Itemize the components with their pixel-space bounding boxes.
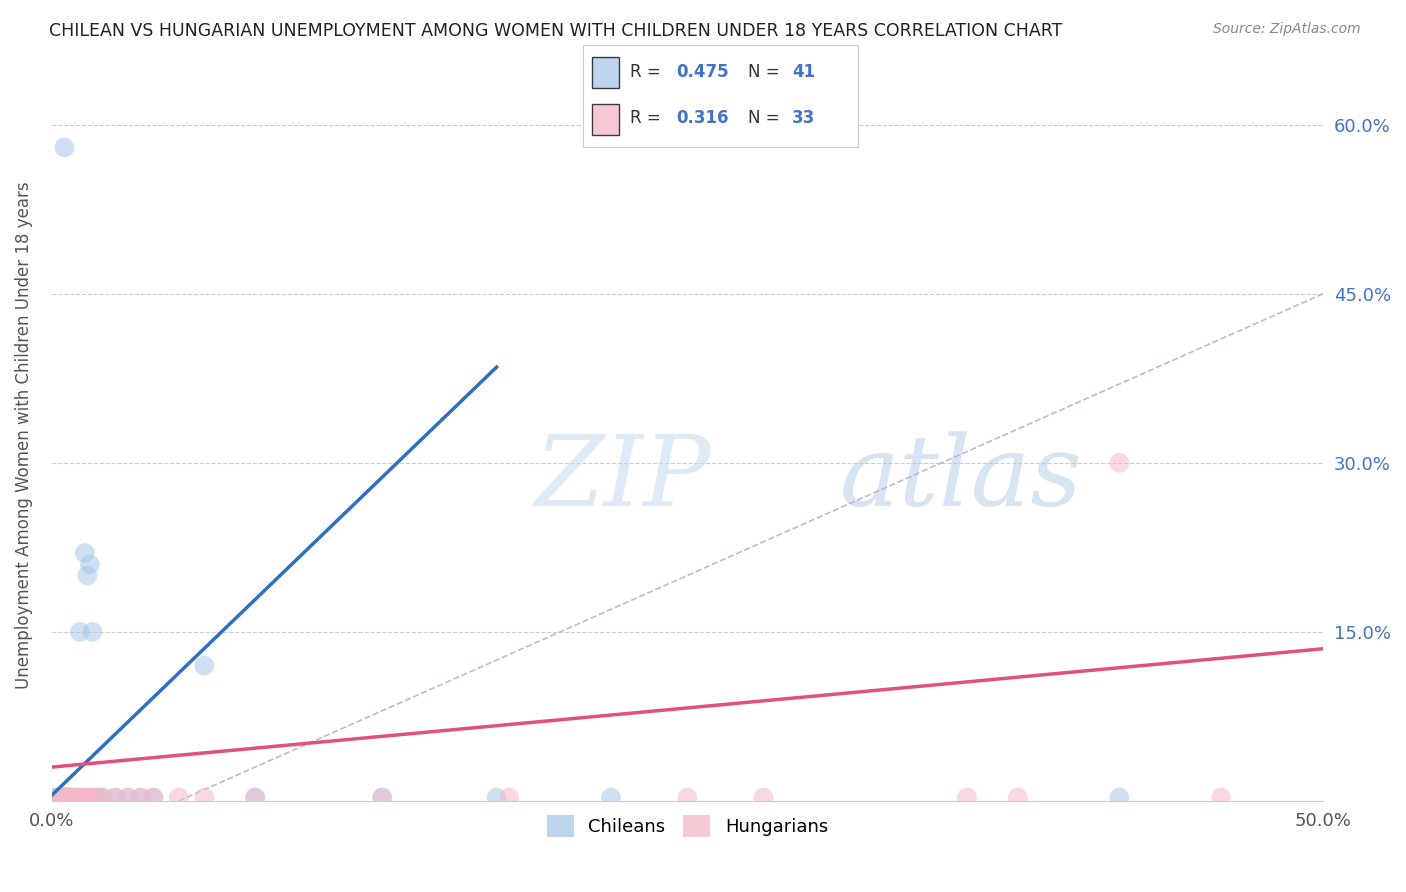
- Point: [48, 790, 70, 805]
- Y-axis label: Unemployment Among Women with Children Under 18 years: Unemployment Among Women with Children U…: [15, 181, 32, 689]
- Text: ZIP: ZIP: [534, 431, 711, 526]
- Point: [498, 790, 520, 805]
- Point: [86, 790, 108, 805]
- Point: [371, 790, 394, 805]
- Point: [142, 790, 165, 805]
- Point: [91, 790, 114, 805]
- Point: [58, 790, 80, 805]
- Point: [129, 790, 152, 805]
- Text: R =: R =: [630, 62, 666, 81]
- Point: [1007, 790, 1029, 805]
- Point: [63, 790, 86, 805]
- Point: [82, 790, 104, 805]
- Point: [167, 790, 190, 805]
- Point: [56, 790, 79, 805]
- Point: [73, 546, 96, 560]
- Text: N =: N =: [748, 62, 785, 81]
- Point: [193, 658, 215, 673]
- Point: [84, 790, 107, 805]
- Point: [45, 790, 67, 805]
- Point: [1108, 456, 1130, 470]
- Point: [91, 790, 114, 805]
- Point: [45, 790, 67, 805]
- Point: [51, 790, 73, 805]
- Text: 33: 33: [792, 109, 815, 127]
- Point: [66, 790, 89, 805]
- Point: [51, 790, 73, 805]
- Point: [58, 790, 80, 805]
- Point: [117, 790, 139, 805]
- Point: [60, 790, 83, 805]
- Point: [73, 790, 96, 805]
- Point: [53, 790, 76, 805]
- Point: [60, 790, 83, 805]
- Point: [84, 790, 107, 805]
- Point: [76, 790, 98, 805]
- Point: [58, 790, 80, 805]
- Point: [129, 790, 152, 805]
- FancyBboxPatch shape: [592, 104, 619, 135]
- Point: [56, 790, 79, 805]
- Text: 0.475: 0.475: [676, 62, 730, 81]
- Point: [53, 790, 76, 805]
- Text: 41: 41: [792, 62, 815, 81]
- Point: [104, 790, 127, 805]
- Point: [956, 790, 979, 805]
- Text: 0.316: 0.316: [676, 109, 730, 127]
- Point: [69, 790, 91, 805]
- Point: [51, 790, 73, 805]
- Point: [72, 790, 94, 805]
- Point: [82, 624, 104, 639]
- Text: atlas: atlas: [839, 431, 1083, 526]
- Point: [60, 790, 83, 805]
- Point: [600, 790, 623, 805]
- Text: N =: N =: [748, 109, 785, 127]
- Point: [117, 790, 139, 805]
- Point: [48, 790, 70, 805]
- Point: [76, 568, 98, 582]
- Point: [79, 558, 101, 572]
- Point: [752, 790, 775, 805]
- Point: [79, 790, 101, 805]
- Point: [53, 790, 76, 805]
- Point: [104, 790, 127, 805]
- Point: [243, 790, 266, 805]
- Point: [66, 790, 89, 805]
- Point: [56, 790, 79, 805]
- Point: [69, 624, 91, 639]
- Point: [676, 790, 699, 805]
- Text: CHILEAN VS HUNGARIAN UNEMPLOYMENT AMONG WOMEN WITH CHILDREN UNDER 18 YEARS CORRE: CHILEAN VS HUNGARIAN UNEMPLOYMENT AMONG …: [49, 22, 1063, 40]
- Point: [243, 790, 266, 805]
- Text: R =: R =: [630, 109, 666, 127]
- Point: [485, 790, 508, 805]
- Text: Source: ZipAtlas.com: Source: ZipAtlas.com: [1213, 22, 1361, 37]
- Point: [44, 790, 66, 805]
- Legend: Chileans, Hungarians: Chileans, Hungarians: [540, 808, 835, 845]
- Point: [1108, 790, 1130, 805]
- FancyBboxPatch shape: [592, 57, 619, 87]
- Point: [1209, 790, 1232, 805]
- Point: [48, 790, 70, 805]
- Point: [142, 790, 165, 805]
- Point: [53, 790, 76, 805]
- Point: [53, 790, 76, 805]
- Point: [193, 790, 215, 805]
- Point: [72, 790, 94, 805]
- Point: [53, 140, 76, 154]
- Point: [371, 790, 394, 805]
